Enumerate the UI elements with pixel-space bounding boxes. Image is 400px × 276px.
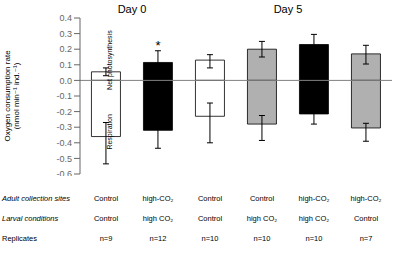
svg-text:0.2: 0.2 <box>59 44 72 54</box>
svg-text:high CO₂: high CO₂ <box>247 214 278 223</box>
svg-text:Control: Control <box>198 214 223 223</box>
svg-text:*: * <box>155 38 160 53</box>
svg-text:n=9: n=9 <box>100 234 113 243</box>
svg-text:Oxygen consumption rate(nmol m: Oxygen consumption rate(nmol min⁻¹ ind.⁻… <box>8 50 21 142</box>
svg-text:-0.1: -0.1 <box>56 91 72 101</box>
svg-text:Control: Control <box>94 194 119 203</box>
svg-text:high-CO₂: high-CO₂ <box>299 194 330 203</box>
svg-text:-0.2: -0.2 <box>56 107 72 117</box>
svg-text:0.1: 0.1 <box>59 60 72 70</box>
svg-text:0.0: 0.0 <box>59 76 72 86</box>
svg-text:Larval conditions: Larval conditions <box>8 214 59 223</box>
svg-text:0.4: 0.4 <box>59 13 72 23</box>
svg-text:high CO₂: high CO₂ <box>143 214 174 223</box>
svg-text:high-CO₂: high-CO₂ <box>143 194 174 203</box>
svg-text:high-CO₂: high-CO₂ <box>351 194 382 203</box>
svg-text:Control: Control <box>250 194 275 203</box>
svg-text:n=10: n=10 <box>202 234 219 243</box>
svg-text:high CO₂: high CO₂ <box>299 214 330 223</box>
svg-text:n=7: n=7 <box>360 234 373 243</box>
svg-text:Net photosynthesis: Net photosynthesis <box>106 30 114 90</box>
svg-text:Day 0: Day 0 <box>118 3 147 15</box>
svg-text:Control: Control <box>94 214 119 223</box>
svg-text:n=12: n=12 <box>150 234 167 243</box>
svg-text:Respiration: Respiration <box>106 114 114 150</box>
svg-text:n=10: n=10 <box>254 234 271 243</box>
svg-text:Control: Control <box>198 194 223 203</box>
svg-text:n=10: n=10 <box>306 234 323 243</box>
svg-text:Control: Control <box>354 214 379 223</box>
svg-text:Day 5: Day 5 <box>274 3 303 15</box>
svg-text:-0.5: -0.5 <box>56 154 72 164</box>
svg-text:-0.4: -0.4 <box>56 138 72 148</box>
svg-text:-0.3: -0.3 <box>56 122 72 132</box>
svg-text:0.3: 0.3 <box>59 29 72 39</box>
svg-text:Adult collection sites: Adult collection sites <box>8 194 70 203</box>
svg-text:Replicates: Replicates <box>8 234 37 243</box>
svg-text:-0.6: -0.6 <box>56 169 72 176</box>
